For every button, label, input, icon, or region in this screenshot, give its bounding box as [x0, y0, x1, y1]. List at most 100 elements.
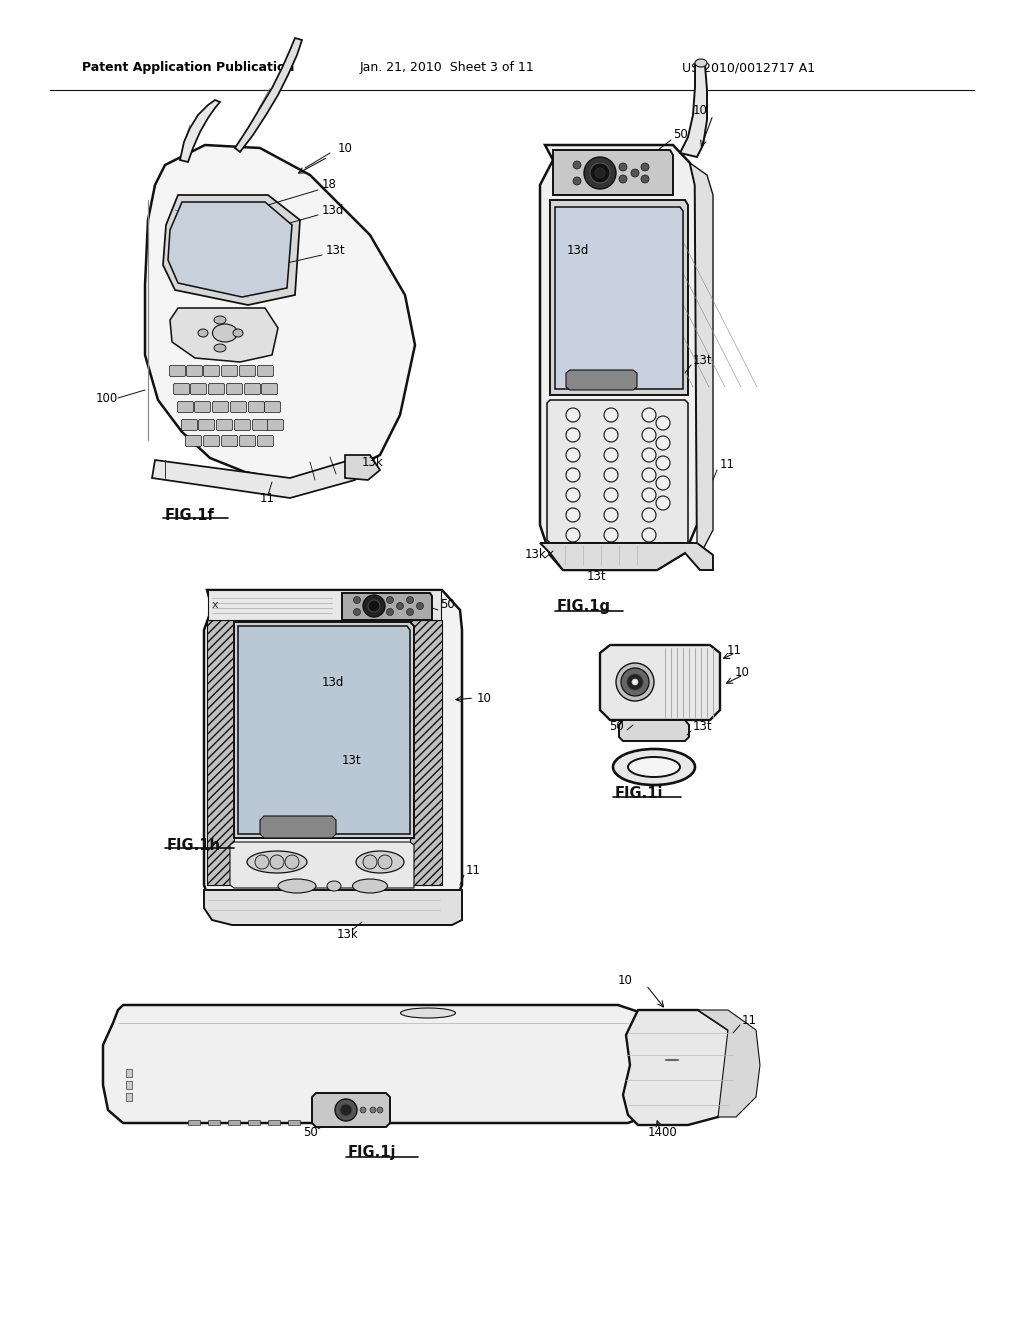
Ellipse shape	[198, 329, 208, 337]
Ellipse shape	[214, 345, 226, 352]
Circle shape	[616, 663, 654, 701]
Circle shape	[656, 477, 670, 490]
Polygon shape	[230, 842, 414, 888]
Polygon shape	[566, 370, 637, 389]
Ellipse shape	[247, 851, 307, 873]
Circle shape	[566, 508, 580, 521]
Text: FIG.1f: FIG.1f	[165, 507, 215, 523]
FancyBboxPatch shape	[199, 420, 214, 430]
Polygon shape	[238, 626, 410, 834]
Circle shape	[627, 675, 643, 690]
Text: FIG.1i: FIG.1i	[615, 785, 664, 800]
Ellipse shape	[613, 748, 695, 785]
Ellipse shape	[628, 756, 680, 777]
Polygon shape	[553, 150, 673, 195]
FancyBboxPatch shape	[257, 436, 273, 446]
Text: READ: READ	[587, 375, 616, 385]
Bar	[126, 1093, 132, 1101]
Ellipse shape	[695, 59, 707, 67]
FancyBboxPatch shape	[234, 420, 251, 430]
Text: 13k: 13k	[362, 455, 384, 469]
Text: 50: 50	[440, 598, 455, 611]
Text: SCAN: SCAN	[283, 822, 313, 832]
Polygon shape	[345, 455, 380, 480]
Circle shape	[353, 609, 360, 615]
Circle shape	[370, 1107, 376, 1113]
FancyBboxPatch shape	[185, 436, 202, 446]
Circle shape	[631, 169, 639, 177]
Text: 10: 10	[618, 974, 633, 986]
Circle shape	[362, 595, 385, 616]
Circle shape	[378, 855, 392, 869]
Bar	[188, 1119, 200, 1125]
Circle shape	[642, 447, 656, 462]
FancyBboxPatch shape	[177, 401, 194, 412]
FancyBboxPatch shape	[195, 401, 211, 412]
Polygon shape	[234, 38, 302, 152]
Text: x: x	[212, 601, 219, 610]
Text: 11: 11	[727, 644, 742, 656]
Text: 13t: 13t	[693, 354, 713, 367]
Polygon shape	[170, 308, 278, 362]
Circle shape	[566, 469, 580, 482]
Circle shape	[604, 428, 618, 442]
Text: 10: 10	[477, 692, 492, 705]
Ellipse shape	[214, 315, 226, 323]
FancyBboxPatch shape	[170, 366, 185, 376]
Text: 13k: 13k	[337, 928, 358, 940]
Bar	[228, 1119, 240, 1125]
Text: FIG.1g: FIG.1g	[557, 599, 611, 615]
Text: 100: 100	[96, 392, 118, 404]
Ellipse shape	[327, 880, 341, 891]
Text: 13t: 13t	[587, 570, 606, 583]
Polygon shape	[180, 100, 220, 162]
Circle shape	[285, 855, 299, 869]
Text: US 2010/0012717 A1: US 2010/0012717 A1	[682, 62, 815, 74]
Circle shape	[632, 678, 638, 685]
Circle shape	[386, 597, 393, 603]
Circle shape	[604, 528, 618, 543]
Circle shape	[566, 447, 580, 462]
Text: 1400: 1400	[648, 1126, 678, 1139]
Polygon shape	[690, 162, 713, 554]
Circle shape	[396, 602, 403, 610]
Bar	[288, 1119, 300, 1125]
Text: 10: 10	[693, 103, 708, 116]
Circle shape	[360, 1107, 366, 1113]
Polygon shape	[623, 1010, 736, 1125]
Circle shape	[641, 176, 649, 183]
FancyBboxPatch shape	[267, 420, 284, 430]
FancyBboxPatch shape	[221, 366, 238, 376]
Circle shape	[656, 455, 670, 470]
Text: 13t: 13t	[326, 243, 346, 256]
Text: 11: 11	[466, 863, 481, 876]
FancyBboxPatch shape	[204, 366, 219, 376]
Polygon shape	[204, 890, 462, 925]
Circle shape	[621, 668, 649, 696]
Circle shape	[377, 1107, 383, 1113]
Polygon shape	[152, 459, 365, 498]
Polygon shape	[207, 620, 234, 884]
Text: 50: 50	[303, 1126, 317, 1139]
Circle shape	[407, 609, 414, 615]
Text: 13t: 13t	[342, 754, 361, 767]
Text: 11: 11	[260, 491, 275, 504]
Polygon shape	[540, 145, 697, 570]
Polygon shape	[163, 195, 300, 305]
Polygon shape	[168, 202, 292, 297]
Polygon shape	[555, 207, 683, 389]
Circle shape	[642, 469, 656, 482]
Bar	[126, 1081, 132, 1089]
FancyBboxPatch shape	[249, 401, 264, 412]
Ellipse shape	[400, 1008, 456, 1018]
FancyBboxPatch shape	[204, 436, 219, 446]
Circle shape	[618, 162, 627, 172]
Text: 11: 11	[720, 458, 735, 471]
Circle shape	[340, 1104, 352, 1115]
Text: 10: 10	[735, 667, 750, 680]
FancyBboxPatch shape	[226, 384, 243, 395]
Circle shape	[566, 408, 580, 422]
Polygon shape	[600, 645, 720, 719]
Circle shape	[642, 428, 656, 442]
Bar	[126, 1069, 132, 1077]
